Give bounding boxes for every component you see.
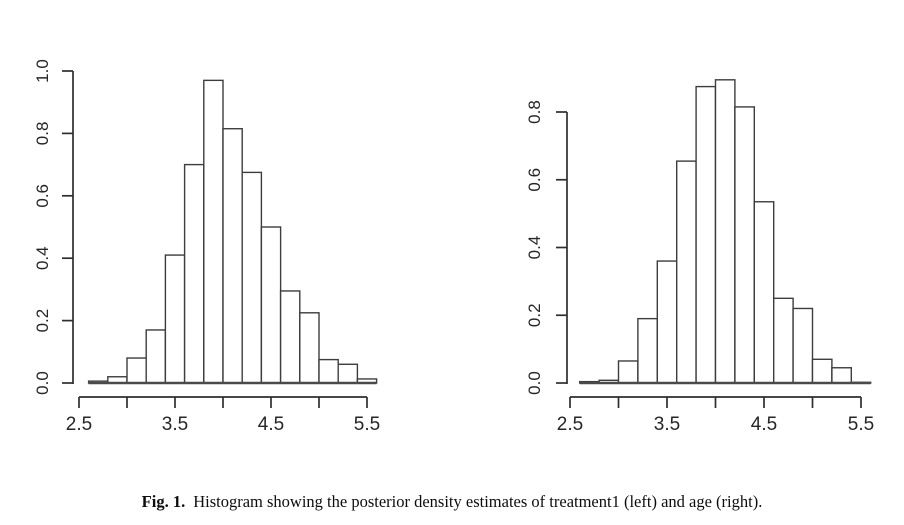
y-axis-tick-label: 0.4 bbox=[33, 246, 52, 270]
histogram-bar bbox=[299, 312, 320, 384]
right-histogram-plot: 0.0 0.2 0.4 0.6 0.8 2.5 3.5 4.5 5.5 bbox=[525, 79, 874, 435]
y-axis-tick-label: 0.0 bbox=[33, 371, 52, 395]
y-axis-tick-label: 1.0 bbox=[33, 59, 52, 83]
histogram-bar bbox=[714, 79, 736, 384]
y-axis-tick-label: 0.6 bbox=[33, 184, 52, 208]
histogram-bar bbox=[183, 163, 205, 384]
figure-label: Fig. 1. bbox=[141, 492, 186, 511]
figure-caption: Fig. 1. Histogram showing the posterior d… bbox=[0, 492, 904, 512]
y-axis-tick-label: 0.2 bbox=[525, 303, 544, 327]
histogram-bar bbox=[656, 260, 678, 384]
y-axis-tick-label: 0.0 bbox=[525, 371, 544, 395]
histogram-bar bbox=[241, 171, 263, 384]
histogram-bar bbox=[145, 329, 167, 384]
histogram-bar bbox=[792, 307, 814, 384]
histogram-bar bbox=[126, 357, 147, 384]
y-axis-tick-label: 0.8 bbox=[33, 122, 52, 146]
y-axis-tick-label: 0.8 bbox=[525, 100, 544, 124]
x-axis-tick-label: 2.5 bbox=[557, 414, 583, 435]
x-axis-tick-label: 3.5 bbox=[162, 414, 188, 435]
x-axis-tick-label: 5.5 bbox=[354, 414, 380, 435]
histogram-bar bbox=[831, 367, 853, 384]
histogram-bar bbox=[164, 254, 186, 384]
y-axis-tick-label: 0.2 bbox=[33, 309, 52, 333]
x-axis-tick-label: 5.5 bbox=[848, 414, 874, 435]
left-histogram-plot: 0.0 0.2 0.4 0.6 0.8 1.0 2.5 3.5 4.5 5.5 bbox=[33, 59, 380, 435]
x-axis-tick-label: 4.5 bbox=[258, 414, 284, 435]
histogram-bar bbox=[734, 106, 756, 384]
x-axis-tick-label: 4.5 bbox=[751, 414, 777, 435]
histogram-bar bbox=[811, 358, 833, 384]
histogram-bar bbox=[773, 297, 794, 384]
histogram-bar bbox=[279, 290, 301, 384]
y-axis-tick-label: 0.6 bbox=[525, 168, 544, 192]
histogram-bar bbox=[260, 226, 282, 384]
histogram-bar bbox=[753, 201, 775, 384]
histogram-bar bbox=[203, 79, 224, 384]
histogram-bar bbox=[617, 360, 639, 384]
histograms-svg: 0.00.20.40.60.81.02.5 3.5 4.5 5.50.00.20.40… bbox=[33, 59, 874, 435]
histogram-bar bbox=[337, 363, 359, 384]
histogram-bar bbox=[695, 85, 717, 384]
x-axis-tick-label: 3.5 bbox=[654, 414, 680, 435]
histogram-bar bbox=[637, 317, 659, 384]
histogram-bar bbox=[222, 128, 243, 384]
histogram-bar bbox=[318, 358, 339, 384]
y-axis-tick-label: 0.4 bbox=[525, 236, 544, 260]
figure-caption-text: Histogram showing the posterior density … bbox=[193, 492, 763, 511]
histogram-bar bbox=[676, 160, 697, 384]
x-axis-tick-label: 2.5 bbox=[66, 414, 92, 435]
